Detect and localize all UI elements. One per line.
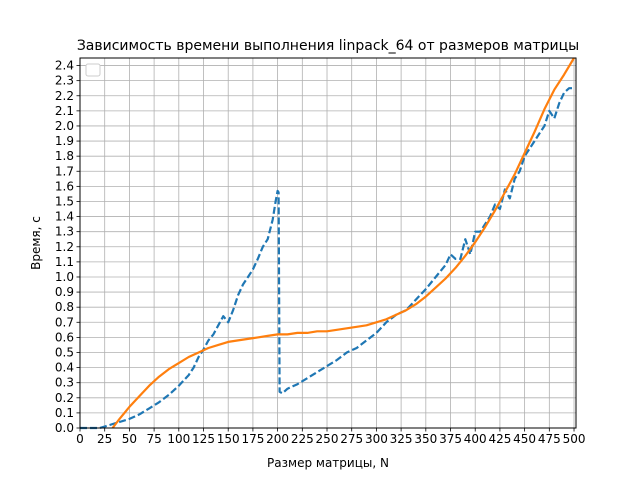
x-tick-label: 75 (146, 432, 161, 446)
y-tick-label: 1.1 (55, 255, 74, 269)
y-tick-label: 1.9 (55, 134, 74, 148)
series-line-2 (111, 57, 575, 429)
plot-frame (79, 57, 577, 429)
x-tick-label: 475 (538, 432, 561, 446)
x-axis-label: Размер матрицы, N (267, 456, 389, 470)
y-tick-label: 1.7 (55, 164, 74, 178)
series-group (80, 57, 575, 430)
x-tick-label: 275 (340, 432, 363, 446)
x-tick-label: 425 (488, 432, 511, 446)
y-tick-label: 1.0 (55, 270, 74, 284)
legend-box[interactable] (85, 63, 101, 77)
x-tick-label: 325 (390, 432, 413, 446)
x-tick-label: 125 (192, 432, 215, 446)
y-tick-label: 2.2 (55, 89, 74, 103)
y-tick-label: 0.2 (55, 391, 74, 405)
x-tick-label: 225 (291, 432, 314, 446)
y-tick-label: 2.0 (55, 119, 74, 133)
x-tick-label: 400 (464, 432, 487, 446)
x-tick-label: 100 (167, 432, 190, 446)
y-tick-label: 1.5 (55, 194, 74, 208)
x-tick-label: 175 (241, 432, 264, 446)
y-tick-label: 0.6 (55, 330, 74, 344)
y-tick-label: 2.1 (55, 104, 74, 118)
y-tick-label: 1.3 (55, 225, 74, 239)
x-tick-label: 450 (513, 432, 536, 446)
series-line-1 (80, 87, 574, 430)
x-tick-label: 250 (316, 432, 339, 446)
x-tick-label: 500 (563, 432, 586, 446)
y-tick-label: 1.8 (55, 149, 74, 163)
x-tick-label: 150 (217, 432, 240, 446)
y-tick-label: 1.4 (55, 210, 74, 224)
y-tick-label: 0.0 (55, 421, 74, 435)
y-tick-label: 0.5 (55, 345, 74, 359)
x-tick-label: 375 (439, 432, 462, 446)
chart-title: Зависимость времени выполнения linpack_6… (77, 38, 579, 54)
y-tick-label: 2.4 (55, 59, 74, 73)
y-tick-label: 0.8 (55, 300, 74, 314)
y-tick-label: 0.3 (55, 376, 74, 390)
x-tick-label: 25 (97, 432, 112, 446)
y-axis-label: Время, с (29, 216, 43, 270)
y-tick-label: 0.1 (55, 406, 74, 420)
y-tick-label: 1.2 (55, 240, 74, 254)
y-tick-label: 0.4 (55, 361, 74, 375)
x-tick-label: 50 (122, 432, 137, 446)
x-tick-label: 300 (365, 432, 388, 446)
y-tick-label: 0.9 (55, 285, 74, 299)
y-tick-label: 1.6 (55, 179, 74, 193)
x-tick-label: 350 (414, 432, 437, 446)
y-tick-label: 2.3 (55, 74, 74, 88)
x-tick-label: 0 (76, 432, 84, 446)
x-tick-label: 200 (266, 432, 289, 446)
axis-ticks: 0 25 50 75 100 125 150 175 200 225 250 275 300 325 350… (55, 59, 586, 446)
y-tick-label: 0.7 (55, 315, 74, 329)
